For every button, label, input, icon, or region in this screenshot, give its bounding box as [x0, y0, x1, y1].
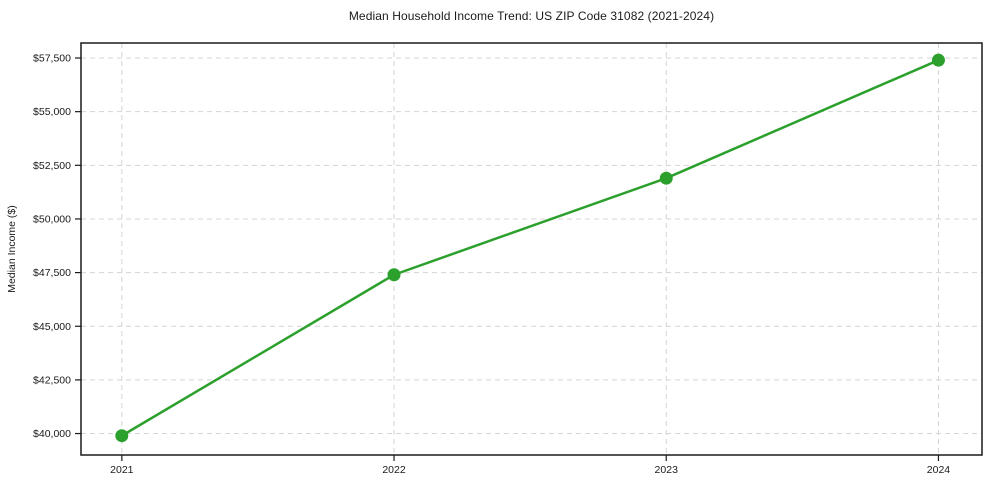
y-tick-label: $47,500 [33, 267, 71, 279]
y-tick-label: $55,000 [33, 106, 71, 118]
y-tick-label: $45,000 [33, 321, 71, 333]
plot-border [80, 42, 983, 456]
y-tick-label: $57,500 [33, 53, 71, 65]
chart-title: Median Household Income Trend: US ZIP Co… [348, 9, 715, 23]
tick-marks [75, 57, 940, 461]
grid-lines [81, 43, 982, 455]
series-line [120, 58, 940, 437]
y-tick-label: $50,000 [33, 213, 71, 225]
data-point-marker [931, 53, 945, 67]
x-tick-label: 2021 [110, 464, 134, 476]
y-tick-label: $52,500 [33, 160, 71, 172]
y-tick-label: $40,000 [33, 428, 71, 440]
y-tick-label: $42,500 [33, 374, 71, 386]
data-point-marker [115, 429, 129, 443]
x-tick-label: 2022 [382, 464, 406, 476]
data-point-marker [659, 171, 673, 185]
data-point-marker [387, 268, 401, 282]
x-tick-label: 2024 [927, 464, 951, 476]
tick-labels: $40,000 $42,500 $45,000 $47,500 $50,000 $52,5… [33, 53, 950, 476]
x-tick-label: 2023 [655, 464, 679, 476]
